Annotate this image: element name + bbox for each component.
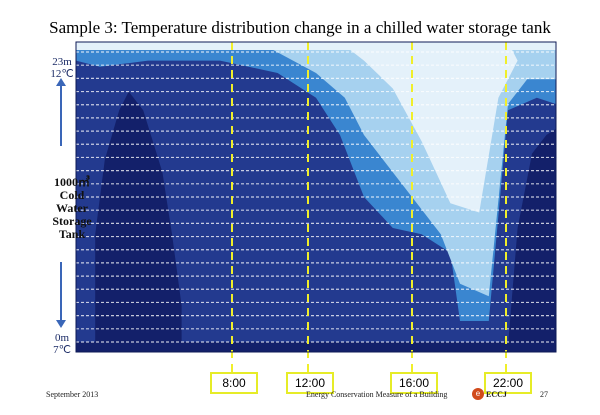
arrow-down-icon	[56, 320, 66, 328]
eccj-logo-icon: e	[472, 388, 484, 400]
slide-title: Sample 3: Temperature distribution chang…	[49, 18, 551, 37]
warmest-temperature-region	[340, 42, 518, 213]
footer-date: September 2013	[46, 390, 99, 399]
tank-label: 1000㎥ Cold Water Storage Tank	[52, 175, 92, 241]
bottom-band	[76, 342, 556, 352]
footer-logo-text: ECCJ	[486, 390, 507, 399]
arrow-down-line	[60, 262, 62, 320]
top-band	[76, 42, 556, 50]
time-marker-label: 12:00	[286, 372, 334, 394]
arrow-up-line	[60, 86, 62, 146]
top-level-label: 23m 12℃	[50, 56, 74, 80]
time-marker-label: 22:00	[484, 372, 532, 394]
heatmap-frame	[75, 41, 557, 353]
cold-core-night	[508, 128, 556, 346]
time-marker-label: 16:00	[390, 372, 438, 394]
page-number: 27	[540, 390, 548, 399]
footer-title: Energy Conservation Measure of a Buildin…	[306, 390, 448, 399]
arrow-up-icon	[56, 78, 66, 86]
bottom-level-label: 0m 7℃	[53, 332, 71, 356]
cold-core-morning	[95, 91, 182, 346]
time-marker-label: 8:00	[210, 372, 258, 394]
